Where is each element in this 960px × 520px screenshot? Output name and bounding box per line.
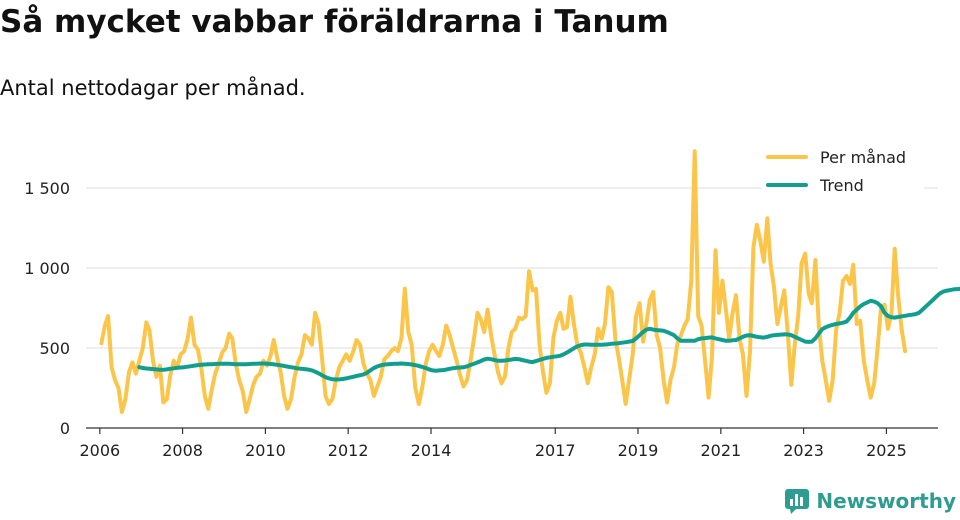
x-tick-label: 2010 <box>245 441 286 460</box>
y-tick-label: 1 500 <box>24 179 70 198</box>
legend-label-trend: Trend <box>819 176 864 195</box>
x-tick-label: 2017 <box>535 441 576 460</box>
chart-subtitle: Antal nettodagar per månad. <box>0 76 306 100</box>
y-tick-label: 1 000 <box>24 259 70 278</box>
legend-label-per-manad: Per månad <box>820 148 906 167</box>
x-tick-label: 2008 <box>162 441 203 460</box>
brand-logo: Newsworthy <box>784 488 956 514</box>
y-tick-label: 0 <box>60 419 70 438</box>
x-tick-label: 2014 <box>411 441 452 460</box>
x-tick-label: 2021 <box>700 441 741 460</box>
x-tick-label: 2012 <box>328 441 369 460</box>
chart-title: Så mycket vabbar föräldrarna i Tanum <box>0 4 669 40</box>
brand-name: Newsworthy <box>816 489 956 513</box>
series-line-per-manad <box>99 149 908 414</box>
x-tick-label: 2023 <box>783 441 824 460</box>
y-tick-label: 500 <box>39 339 70 358</box>
series-line-trend <box>137 286 960 382</box>
x-tick-label: 2025 <box>866 441 907 460</box>
newsworthy-logo-icon <box>785 489 810 514</box>
x-tick-label: 2019 <box>618 441 659 460</box>
x-tick-label: 2006 <box>79 441 120 460</box>
